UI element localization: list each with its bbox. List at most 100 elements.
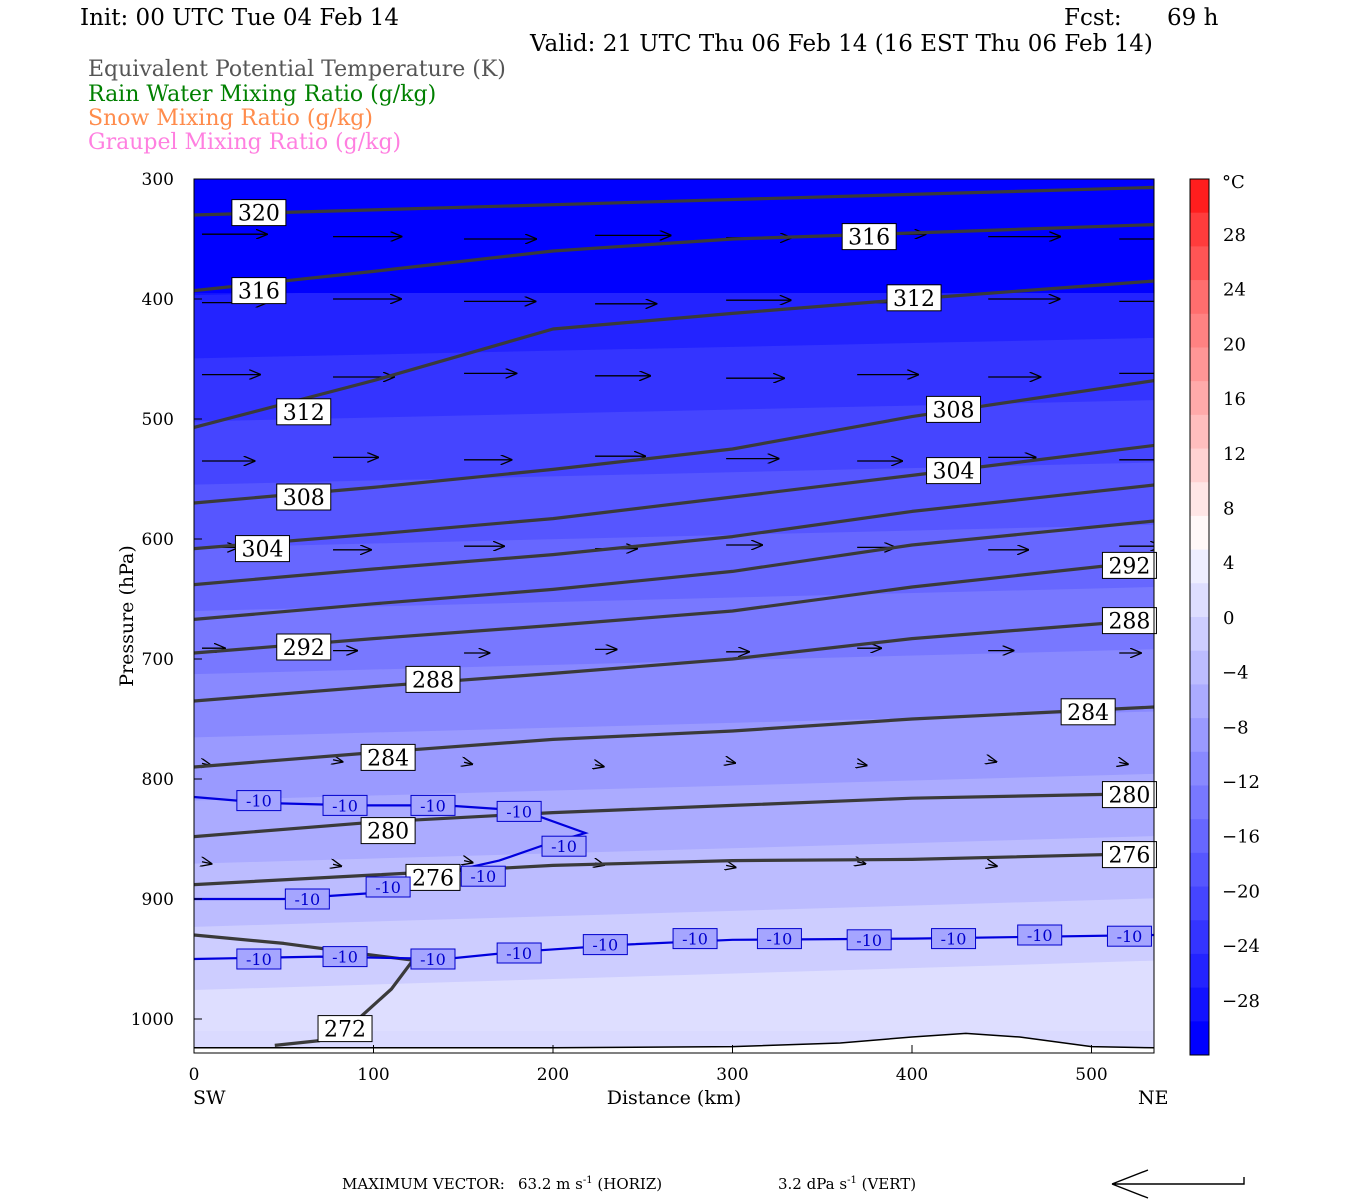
colorbar-swatch [1190, 212, 1209, 247]
temperature-label-box [322, 946, 368, 968]
temperature-label: -10 [246, 792, 272, 811]
temperature-band [194, 960, 1154, 1053]
theta-e-label-box [231, 199, 287, 227]
theta-e-label-box [1101, 781, 1157, 809]
y-tick-label: 700 [142, 650, 174, 670]
colorbar-tick-label: −24 [1222, 936, 1260, 957]
colorbar-tick-label: −16 [1222, 827, 1260, 848]
wind-vector [988, 760, 996, 762]
temperature-label-box [846, 929, 892, 951]
temperature-label-box [672, 928, 718, 950]
temperature-label-box [541, 835, 587, 857]
theta-e-contour [194, 559, 1154, 655]
legend-theta-e: Equivalent Potential Temperature (K) [88, 57, 506, 82]
colorbar-swatch [1190, 179, 1209, 214]
colorbar-swatch [1190, 448, 1209, 483]
temperature-label: -10 [1117, 927, 1143, 946]
vertical-max-exponent: -1 [847, 1175, 857, 1186]
temperature-label-box [496, 800, 542, 822]
y-tick-label: 1000 [131, 1010, 174, 1030]
theta-e-label-box [276, 483, 332, 511]
colorbar-swatch [1190, 852, 1209, 888]
forecast-label: Fcst: [1064, 5, 1122, 31]
temperature-label: -10 [941, 930, 967, 949]
colorbar-tick-label: 8 [1223, 499, 1234, 520]
theta-e-label-box [276, 633, 332, 661]
temperature-label-box [1106, 925, 1152, 947]
colorbar-tick-label: 12 [1223, 444, 1246, 465]
theta-e-label: 316 [238, 280, 280, 305]
colorbar-tick-label: −8 [1222, 717, 1249, 738]
horizontal-max: 63.2 m s-1 (HORIZ) [518, 1175, 662, 1193]
colorbar-swatch [1190, 414, 1209, 450]
theta-e-contour [194, 483, 1154, 587]
colorbar-swatch [1190, 819, 1209, 854]
legend-graupel: Graupel Mixing Ratio (g/kg) [88, 130, 402, 155]
colorbar-swatch [1190, 617, 1209, 652]
theta-e-label: 288 [412, 668, 454, 693]
theta-e-contour [194, 791, 1154, 839]
temperature-label: -10 [682, 930, 708, 949]
temperature-label: -10 [506, 802, 532, 821]
colorbar-swatch [1190, 583, 1209, 618]
theta-e-label-box [1101, 841, 1157, 869]
horizontal-max-suffix: (HORIZ) [597, 1175, 663, 1193]
theta-e-label-box [886, 284, 942, 312]
temperature-label: -10 [294, 890, 320, 909]
colorbar-tick-label: 20 [1223, 334, 1246, 355]
theta-e-label-box [360, 743, 416, 771]
wind-vector [202, 862, 211, 864]
colorbar-tick-label: −28 [1222, 991, 1260, 1012]
theta-e-contour [194, 705, 1154, 769]
temperature-label: -10 [551, 837, 577, 856]
theta-e-contour [194, 279, 1154, 429]
theta-e-label-box [276, 398, 332, 426]
theta-e-label: 308 [933, 398, 975, 423]
y-tick-label: 600 [142, 530, 174, 550]
forecast-hour: 69 h [1167, 5, 1219, 31]
valid-time: Valid: 21 UTC Thu 06 Feb 14 (16 EST Thu … [530, 31, 1153, 57]
theta-e-label-box [234, 535, 290, 563]
wind-vector [595, 765, 604, 767]
theta-e-label: 280 [367, 820, 409, 845]
colorbar-tick-label: 4 [1223, 553, 1234, 574]
vertical-max-suffix: (VERT) [861, 1175, 917, 1193]
y-tick-label: 800 [142, 770, 174, 790]
vertical-max-value: 3.2 dPa s [778, 1175, 848, 1193]
temperature-label: -10 [1027, 926, 1053, 945]
theta-e-label: 320 [238, 202, 280, 227]
wind-vector [1119, 762, 1128, 764]
theta-e-label: 292 [283, 636, 325, 661]
y-tick-label: 400 [142, 290, 174, 310]
colorbar-tick-label: −12 [1222, 772, 1260, 793]
x-tick-label: 300 [716, 1065, 748, 1085]
wind-vector [464, 762, 472, 764]
theta-e-contour [194, 617, 1154, 703]
max-vector-label: MAXIMUM VECTOR: [342, 1175, 505, 1193]
theta-e-label: 272 [324, 1018, 366, 1043]
colorbar-swatch [1190, 515, 1209, 551]
x-tick-label: 100 [357, 1065, 389, 1085]
colorbar-swatch [1190, 953, 1209, 989]
colorbar-swatch [1190, 751, 1209, 786]
temperature-label: -10 [375, 878, 401, 897]
theta-e-label: 288 [1108, 610, 1150, 635]
temperature-label: -10 [506, 944, 532, 963]
colorbar-swatch [1190, 718, 1209, 753]
colorbar-swatch [1190, 313, 1209, 348]
x-tick-label: 400 [896, 1065, 928, 1085]
colorbar-swatch [1190, 987, 1209, 1022]
colorbar-swatch [1190, 246, 1209, 281]
colorbar-unit: °C [1222, 172, 1245, 193]
theta-e-label: 280 [1108, 784, 1150, 809]
temperature-label-box [322, 794, 368, 816]
theta-e-label: 304 [933, 460, 975, 485]
temperature-label: -10 [332, 796, 358, 815]
terrain-line [194, 1032, 1154, 1049]
legend-snow: Snow Mixing Ratio (g/kg) [88, 106, 373, 131]
colorbar-swatch [1190, 381, 1209, 416]
wind-vector [333, 864, 341, 866]
theta-e-label: 292 [1108, 554, 1150, 579]
theta-e-label-box [231, 277, 287, 305]
vertical-max: 3.2 dPa s-1 (VERT) [778, 1175, 916, 1193]
